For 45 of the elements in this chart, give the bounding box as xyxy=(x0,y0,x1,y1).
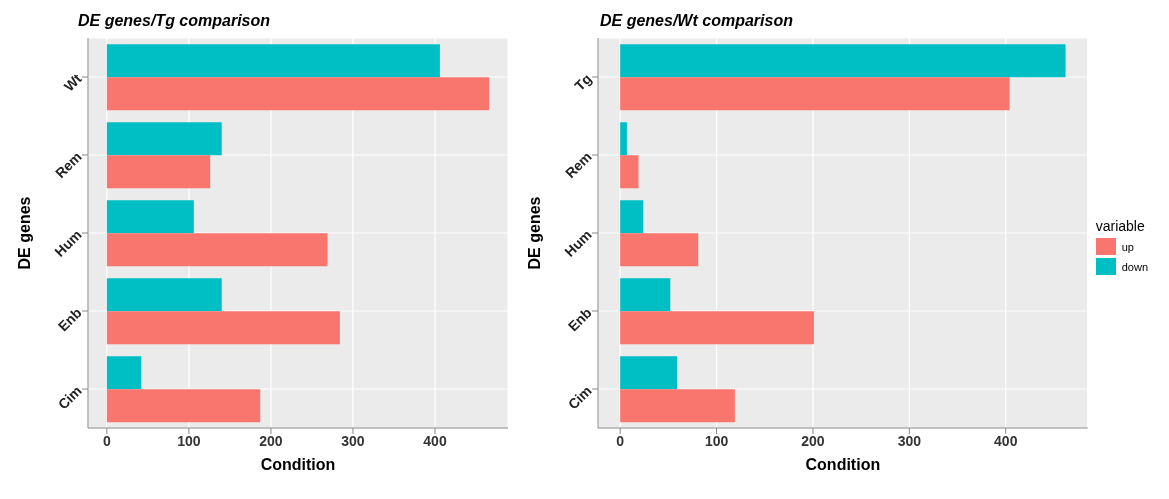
x-tick-label: 0 xyxy=(616,432,625,449)
bar xyxy=(106,389,261,423)
bar xyxy=(620,122,627,156)
bar xyxy=(620,311,814,345)
x-tick-label: 400 xyxy=(994,432,1018,449)
bar xyxy=(106,44,440,78)
bar xyxy=(620,278,671,312)
y-axis-title: DE genes xyxy=(525,196,543,270)
y-tick-label: Wt xyxy=(60,70,85,95)
x-tick-label: 400 xyxy=(423,432,447,449)
x-tick-label: 100 xyxy=(177,432,201,449)
bar xyxy=(106,155,211,189)
y-tick-label: Enb xyxy=(564,304,595,335)
x-tick-label: 0 xyxy=(102,432,111,449)
bar xyxy=(620,389,735,423)
bar xyxy=(106,356,142,390)
bar xyxy=(620,155,639,189)
y-tick-label: Enb xyxy=(54,304,85,335)
x-tick-label: 100 xyxy=(704,432,729,449)
y-tick-label: Tg xyxy=(571,70,595,94)
x-tick-label: 300 xyxy=(341,432,365,449)
bar xyxy=(620,77,1010,111)
legend-label: down xyxy=(1121,260,1148,273)
y-tick-label: Cim xyxy=(54,382,85,413)
chart-title: DE genes/Wt comparison xyxy=(600,12,793,30)
x-axis-title: Condition xyxy=(260,456,336,473)
x-tick-label: 200 xyxy=(801,432,825,449)
bar xyxy=(106,122,222,156)
x-axis-title: Condition xyxy=(805,456,881,473)
bar xyxy=(620,356,678,390)
bar xyxy=(106,200,194,234)
y-axis-title: DE genes xyxy=(15,196,33,270)
bar xyxy=(106,278,222,312)
x-tick-label: 300 xyxy=(897,432,922,449)
bar xyxy=(620,44,1066,78)
legend-title: variable xyxy=(1095,218,1146,234)
bar xyxy=(106,311,340,345)
bar xyxy=(106,233,328,267)
y-tick-label: Cim xyxy=(564,382,595,413)
bar xyxy=(106,77,490,111)
bar xyxy=(620,233,699,267)
bar xyxy=(620,200,644,234)
legend-label: up xyxy=(1121,240,1134,253)
x-tick-label: 200 xyxy=(259,432,283,449)
chart-title: DE genes/Tg comparison xyxy=(78,12,271,30)
